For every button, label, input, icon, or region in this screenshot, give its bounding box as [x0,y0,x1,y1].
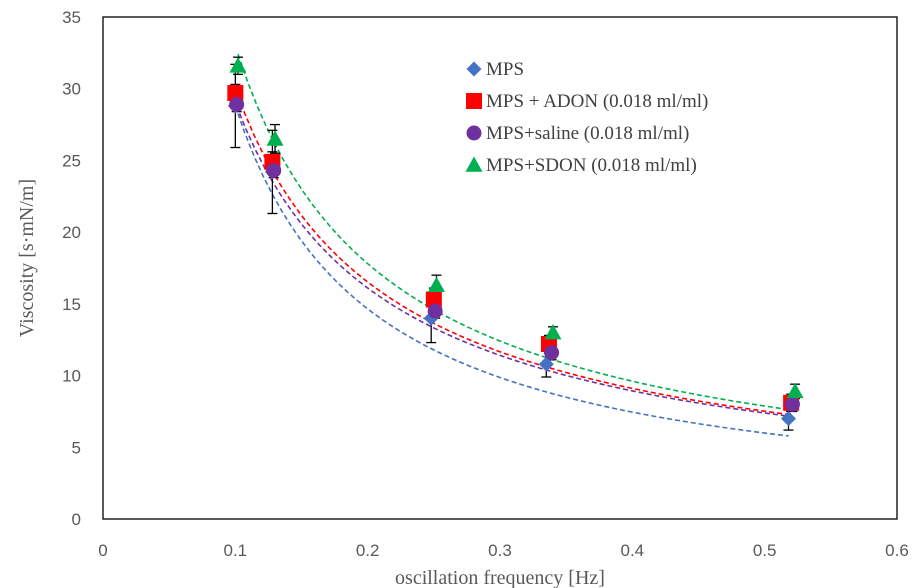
legend-label: MPS+SDON (0.018 ml/ml) [486,155,697,176]
legend: MPS MPS + ADON (0.018 ml/ml) MPS+saline (0… [465,59,708,176]
y-axis-title: Viscosity [s·mN/m] [16,179,38,337]
circle-marker [229,96,245,112]
x-tick-label: 0.1 [224,541,248,560]
square-marker [466,93,482,109]
triangle-marker [465,156,483,172]
x-tick-label: 0 [98,541,107,560]
circle-marker [544,345,560,361]
square-marker [227,85,244,102]
x-axis-title: oscillation frequency [Hz] [395,567,605,588]
triangle-marker [427,276,445,293]
circle-marker [266,162,282,178]
y-tick-label: 0 [72,510,81,529]
plot-area [102,16,898,520]
triangle-marker [229,57,247,73]
trendline [234,105,789,437]
y-tick-label: 35 [62,8,81,27]
trendlines [234,53,796,437]
x-tick-label: 0.2 [356,541,380,560]
diamond-marker [466,61,482,77]
triangle-marker [786,382,804,399]
legend-label: MPS+saline (0.018 ml/ml) [486,123,689,144]
x-tick-label: 0.3 [488,541,512,560]
y-tick-label: 25 [62,151,81,170]
tick-labels: 0 0.1 0.2 0.3 0.4 0.5 0.6 0 5 10 15 20 25 30 35 [62,8,909,560]
y-tick-label: 5 [72,438,81,457]
error-bars [230,56,801,431]
legend-item: MPS + ADON (0.018 ml/ml) [466,91,708,112]
circle-marker [784,396,800,412]
y-tick-label: 10 [62,367,81,386]
legend-item: MPS [466,59,524,80]
legend-label: MPS + ADON (0.018 ml/ml) [486,91,708,112]
square-marker [425,291,442,308]
data-points [227,57,804,427]
x-tick-label: 0.6 [885,541,909,560]
triangle-marker [544,324,562,340]
y-tick-label: 30 [62,80,81,99]
y-tick-label: 20 [62,223,81,242]
legend-item: MPS+SDON (0.018 ml/ml) [465,155,697,176]
trendline [234,88,792,416]
triangle-marker [266,130,284,146]
circle-marker [466,125,482,141]
diamond-marker [780,411,796,427]
legend-label: MPS [486,59,524,80]
y-tick-label: 15 [62,295,81,314]
diamond-marker [538,356,554,372]
circle-marker [427,303,443,319]
x-tick-label: 0.4 [621,541,645,560]
x-tick-label: 0.5 [753,541,777,560]
legend-item: MPS+saline (0.018 ml/ml) [466,123,689,144]
plot-border [102,16,898,520]
trendline [235,105,793,418]
